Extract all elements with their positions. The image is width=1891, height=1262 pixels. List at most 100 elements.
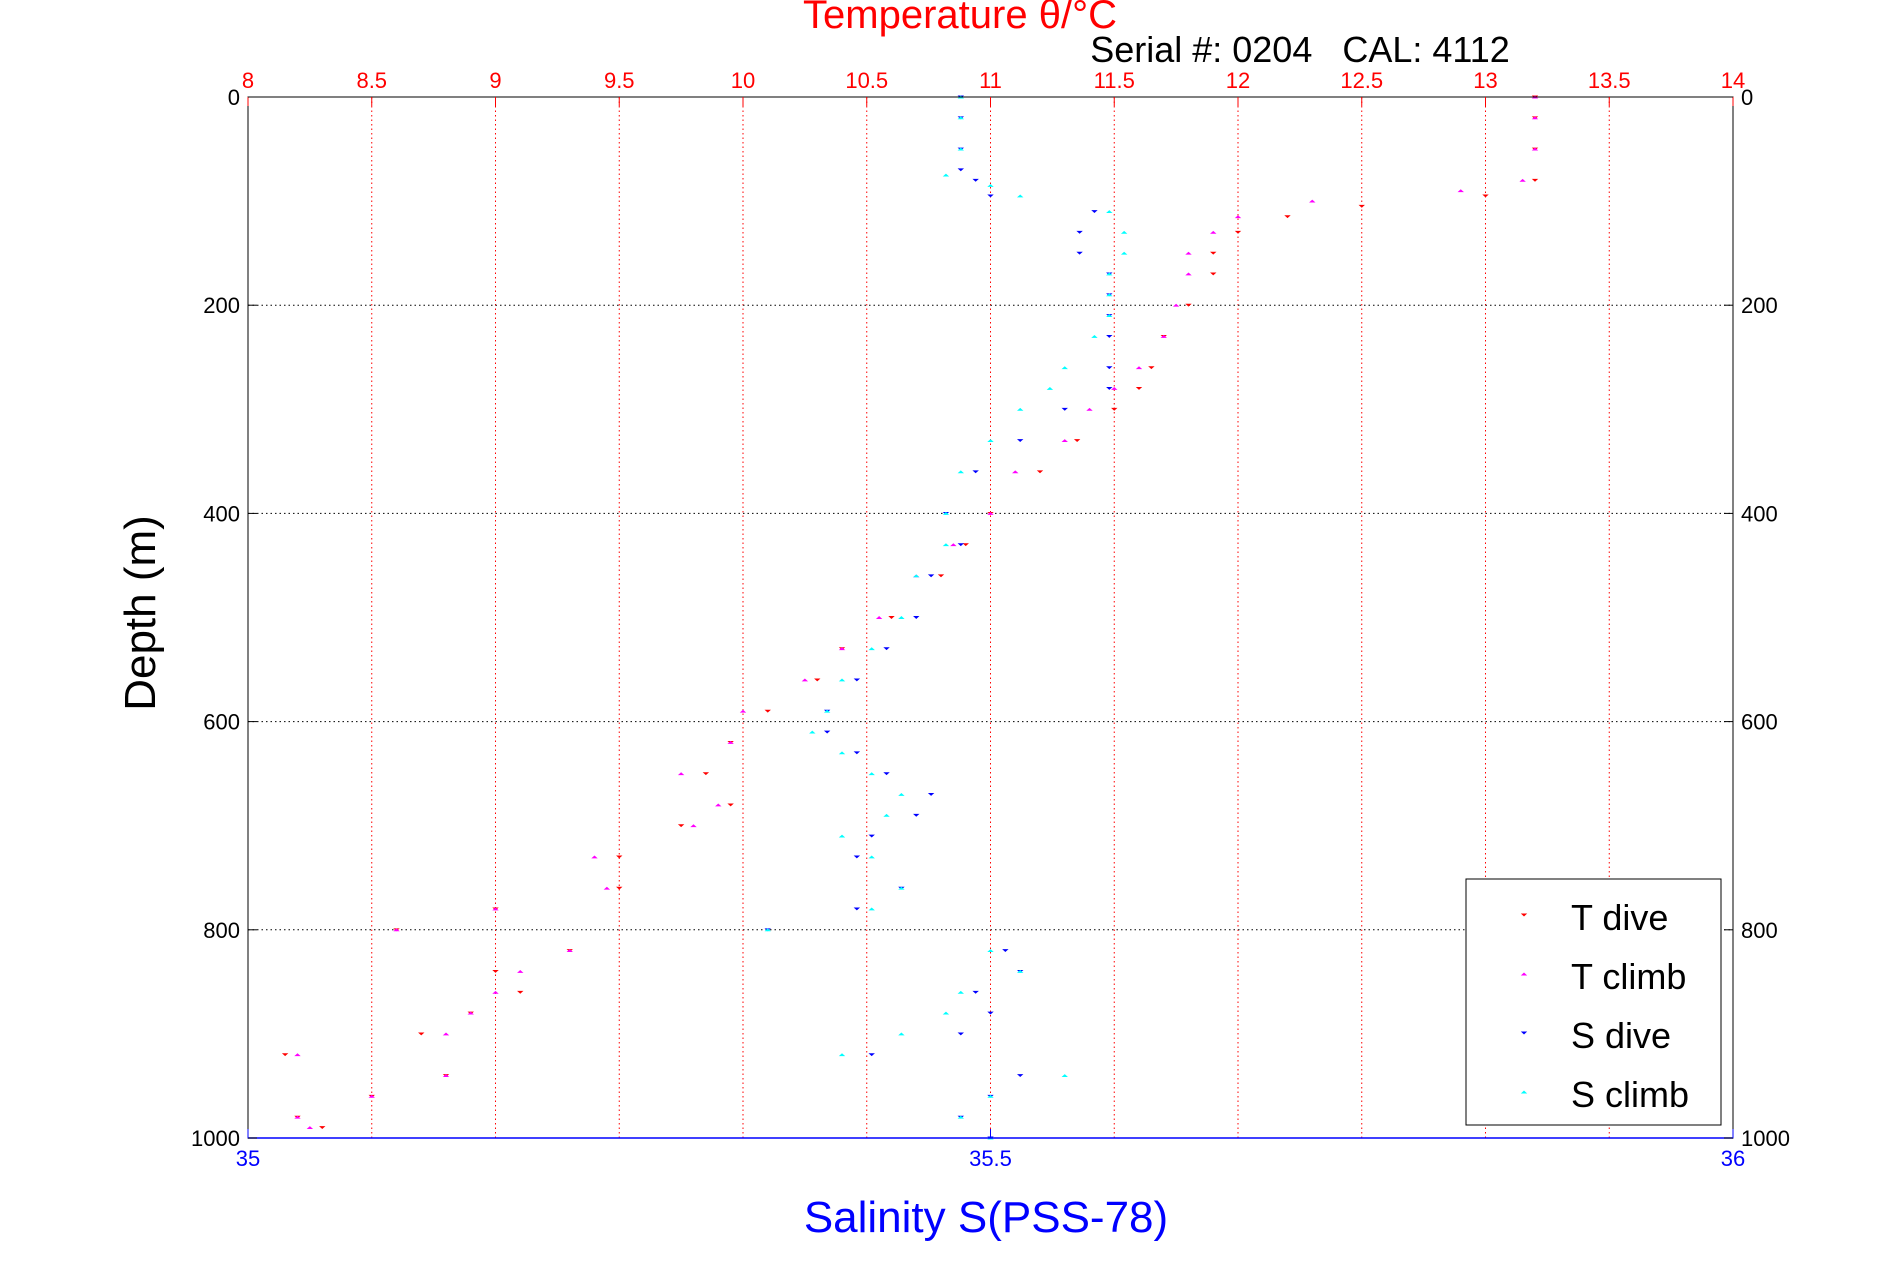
data-point xyxy=(294,1053,301,1057)
data-point xyxy=(838,647,846,651)
data-point xyxy=(418,1032,425,1036)
data-point xyxy=(319,1126,326,1130)
data-point xyxy=(1531,178,1539,182)
data-point xyxy=(1017,407,1024,411)
data-point xyxy=(1234,215,1242,219)
data-point xyxy=(942,173,950,177)
data-point xyxy=(616,855,623,859)
data-point xyxy=(838,834,846,838)
data-point xyxy=(616,886,623,890)
data-point xyxy=(1061,366,1068,370)
data-point xyxy=(1106,293,1113,297)
data-point xyxy=(727,803,734,807)
data-point xyxy=(972,178,979,182)
data-point xyxy=(957,543,964,547)
data-point xyxy=(566,949,573,953)
data-point xyxy=(1106,272,1113,276)
data-point xyxy=(1185,272,1192,276)
data-point xyxy=(294,1115,301,1119)
data-point xyxy=(1531,147,1539,151)
data-point xyxy=(1061,439,1068,442)
data-point xyxy=(957,990,964,994)
data-point xyxy=(1210,272,1217,276)
data-point xyxy=(987,194,994,198)
data-point xyxy=(853,751,861,755)
legend-label: S dive xyxy=(1571,1015,1671,1056)
data-point xyxy=(1160,334,1167,338)
data-point xyxy=(1111,407,1118,411)
y-right-tick-label: 400 xyxy=(1741,501,1778,526)
data-point xyxy=(1017,439,1024,442)
data-point xyxy=(492,907,499,911)
data-point xyxy=(1148,366,1155,370)
data-point xyxy=(987,1011,994,1015)
data-point xyxy=(972,990,979,994)
data-point xyxy=(739,709,747,713)
data-point xyxy=(1002,949,1009,953)
data-point xyxy=(764,928,771,932)
data-point xyxy=(814,678,821,682)
legend-marker xyxy=(1520,1090,1528,1094)
data-point xyxy=(690,824,697,828)
data-point xyxy=(1531,116,1539,120)
data-point xyxy=(942,1011,950,1015)
data-point xyxy=(838,678,846,682)
data-point xyxy=(898,793,905,796)
data-point xyxy=(442,1032,450,1036)
data-point xyxy=(942,511,950,515)
data-point xyxy=(1017,1074,1024,1077)
y-left-tick-label: 1000 xyxy=(191,1126,240,1151)
x-top-tick-label: 10.5 xyxy=(845,68,888,93)
data-point xyxy=(913,813,920,817)
data-point xyxy=(1106,210,1113,213)
data-point xyxy=(715,803,722,807)
data-point xyxy=(883,772,890,776)
x-bottom-tick-label: 35 xyxy=(236,1146,260,1171)
data-point xyxy=(281,1053,289,1057)
data-point xyxy=(853,855,861,859)
data-point xyxy=(987,439,994,442)
data-point xyxy=(987,511,994,515)
x-top-tick-label: 12 xyxy=(1226,68,1250,93)
data-point xyxy=(677,772,685,776)
data-point xyxy=(883,647,890,651)
data-point xyxy=(1309,199,1316,203)
chart-subtitle: Serial #: 0204 CAL: 4112 xyxy=(1090,29,1510,70)
data-point xyxy=(883,813,890,817)
legend-entry: T dive xyxy=(1520,897,1668,938)
y-right-tick-label: 1000 xyxy=(1741,1126,1790,1151)
data-point xyxy=(898,886,905,890)
y-right-tick-label: 200 xyxy=(1741,293,1778,318)
data-point xyxy=(1086,407,1093,411)
legend-entry: T climb xyxy=(1520,956,1686,997)
y-left-tick-label: 600 xyxy=(203,710,240,735)
data-point xyxy=(467,1011,474,1015)
y-right-tick-label: 600 xyxy=(1741,710,1778,735)
data-point xyxy=(603,886,611,890)
legend-entry: S climb xyxy=(1520,1074,1689,1115)
legend-items: T dive T climb S dive S climb xyxy=(1520,897,1689,1115)
data-point xyxy=(987,184,994,187)
data-point xyxy=(1185,303,1192,307)
data-point xyxy=(1457,189,1464,193)
data-point xyxy=(677,824,685,828)
data-point xyxy=(1120,230,1128,234)
data-point xyxy=(823,709,831,713)
data-point xyxy=(1012,470,1019,474)
y-right-tick-label: 0 xyxy=(1741,85,1753,110)
data-point xyxy=(888,616,895,619)
data-point xyxy=(1106,334,1113,338)
data-point xyxy=(1519,178,1526,182)
data-point xyxy=(1017,970,1024,973)
y-right-tick-label: 800 xyxy=(1741,918,1778,943)
data-point xyxy=(442,1074,450,1077)
data-point xyxy=(1106,366,1113,370)
x-bottom-tick-label: 35.5 xyxy=(969,1146,1012,1171)
data-point xyxy=(1111,387,1118,390)
data-point xyxy=(823,730,831,734)
data-point xyxy=(1076,251,1083,255)
data-point xyxy=(1284,215,1291,219)
x-top-tick-label: 10 xyxy=(731,68,755,93)
